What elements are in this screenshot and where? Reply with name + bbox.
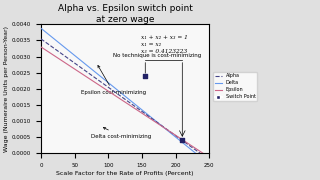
Title: Alpha vs. Epsilon switch point
at zero wage: Alpha vs. Epsilon switch point at zero w… <box>58 4 193 24</box>
Point <box>143 75 148 77</box>
X-axis label: Scale Factor for the Rate of Profits (Percent): Scale Factor for the Rate of Profits (Pe… <box>56 171 194 176</box>
Y-axis label: Wage (Numeraire Units per Person-Year): Wage (Numeraire Units per Person-Year) <box>4 26 9 152</box>
Legend: Alpha, Delta, Epsilon, Switch Point: Alpha, Delta, Epsilon, Switch Point <box>213 72 257 101</box>
Text: Epsilon cost-minimizing: Epsilon cost-minimizing <box>81 66 147 95</box>
Point <box>180 138 185 141</box>
Text: x₁ + x₂ + x₃ = 1
x₁ = x₂
x₃ = 0.4123223: x₁ + x₂ + x₃ = 1 x₁ = x₂ x₃ = 0.4123223 <box>141 35 188 55</box>
Text: Delta cost-minimizing: Delta cost-minimizing <box>92 127 152 139</box>
Text: No technique is cost-minimizing: No technique is cost-minimizing <box>113 53 201 58</box>
